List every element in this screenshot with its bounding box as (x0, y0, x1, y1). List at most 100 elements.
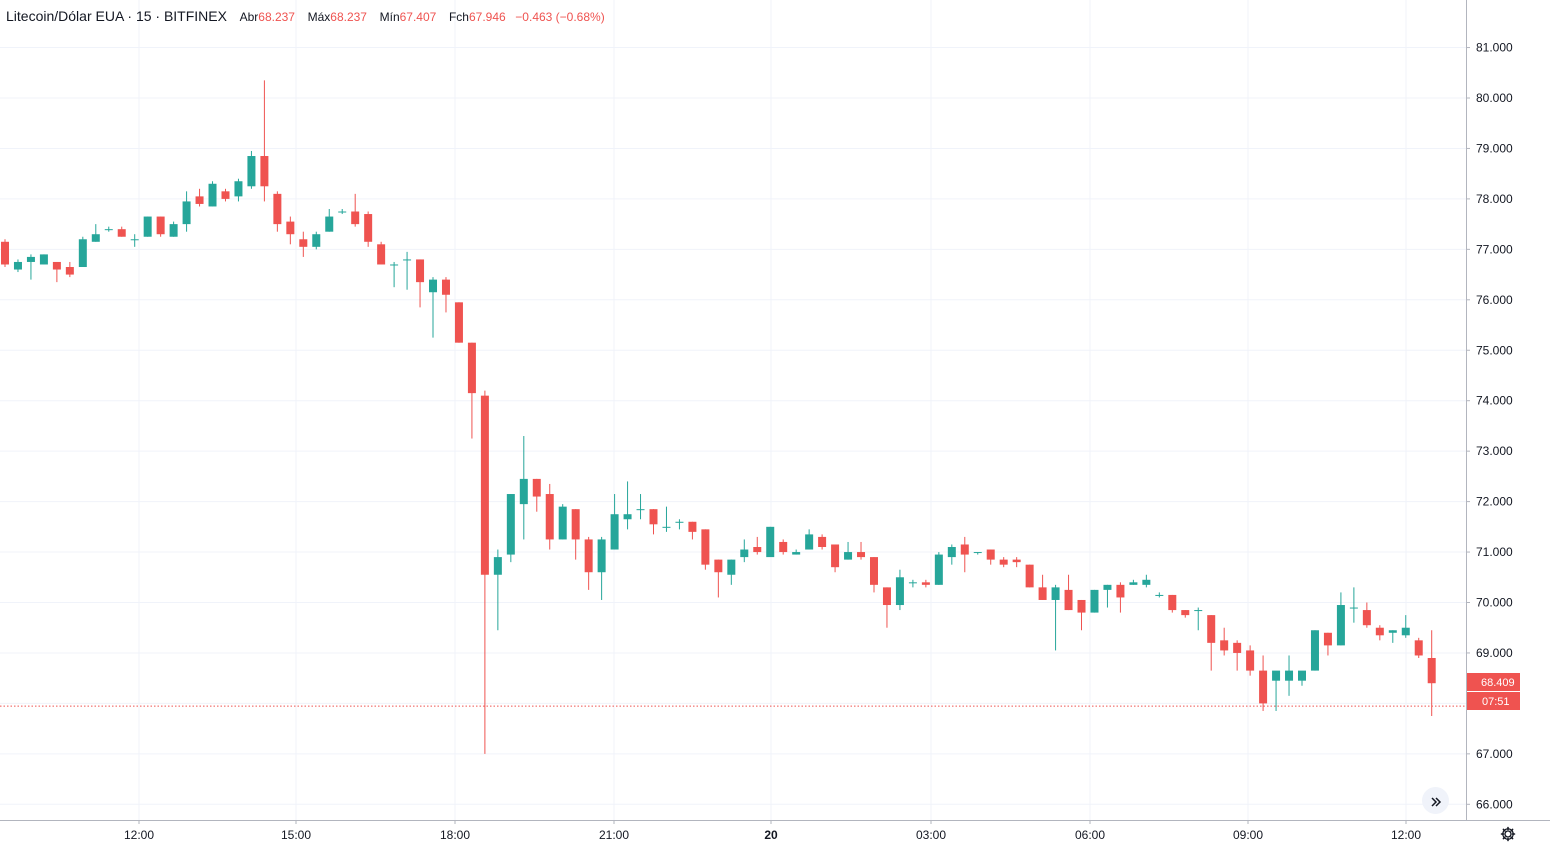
candle (1259, 655, 1268, 711)
candle-body (597, 539, 606, 573)
candle (338, 208, 347, 215)
candle-body (1207, 615, 1216, 643)
chart-legend: Litecoin/Dólar EUA · 15 · BITFINEX Abr68… (6, 8, 605, 24)
candle (869, 557, 878, 593)
candle (1142, 574, 1151, 588)
candle (597, 536, 606, 600)
candle-body (805, 534, 814, 550)
candle-body (286, 221, 295, 235)
candle (727, 559, 736, 585)
time-axis[interactable]: 12:00 15:00 18:00 21:00 20 03:00 06:00 09:00 12:… (124, 820, 1421, 842)
candle (986, 549, 995, 565)
candle (182, 191, 191, 232)
candle-body (1246, 650, 1255, 671)
candle (1220, 627, 1229, 656)
candle (1272, 670, 1281, 711)
candle-body (675, 521, 684, 523)
candle-body (688, 521, 697, 532)
candle (947, 544, 956, 565)
candle (1375, 625, 1384, 641)
scroll-to-realtime-button[interactable] (1422, 787, 1449, 814)
candle-body (325, 216, 334, 232)
candle-body (195, 196, 204, 204)
candle (506, 494, 515, 563)
candle (558, 504, 567, 540)
candle-body (1285, 670, 1294, 681)
candle-body (467, 342, 476, 394)
close-value: 67.946 (468, 10, 506, 24)
x-tick-label: 20 (764, 828, 778, 842)
candle-body (312, 234, 321, 247)
candle-body (869, 557, 878, 585)
candle-body (1051, 587, 1060, 600)
candle-body (1129, 582, 1138, 585)
candle (1155, 592, 1164, 598)
candle-body (1194, 610, 1203, 612)
candle (416, 259, 425, 308)
candle-body (831, 544, 840, 568)
candle-body (857, 552, 866, 558)
price-tag: 68.409 (1467, 673, 1520, 691)
candle (1038, 574, 1047, 600)
candle-body (610, 514, 619, 550)
y-tick-label: 70.000 (1476, 596, 1513, 610)
close-label: Fch (448, 10, 469, 24)
candle (610, 494, 619, 550)
candle-body (1064, 589, 1073, 611)
gear-icon (1500, 826, 1516, 842)
candle-body (558, 506, 567, 540)
candle-body (1155, 594, 1164, 596)
candle (1323, 632, 1332, 656)
candle-body (1012, 559, 1021, 563)
y-tick-label: 78.000 (1476, 192, 1513, 206)
candle (78, 236, 87, 268)
candle (675, 519, 684, 530)
candle-body (182, 201, 191, 225)
candle (857, 541, 866, 560)
candle (921, 579, 930, 588)
candle-body (1427, 657, 1436, 684)
symbol-title[interactable]: Litecoin/Dólar EUA · 15 · BITFINEX (6, 8, 227, 24)
candle-body (1272, 670, 1281, 681)
candle-body (895, 577, 904, 606)
candle (1233, 640, 1242, 671)
candle (895, 569, 904, 611)
y-tick-label: 73.000 (1476, 444, 1513, 458)
candle-body (818, 536, 827, 548)
candle-body (766, 526, 775, 558)
candle (117, 226, 126, 237)
candle-body (1336, 605, 1345, 646)
y-tick-label: 74.000 (1476, 394, 1513, 408)
candle-body (143, 216, 152, 237)
candle-body (117, 229, 126, 237)
chart-settings-button[interactable] (1498, 824, 1518, 844)
candle-body (429, 279, 438, 293)
candle (195, 188, 204, 207)
candle-body (377, 244, 386, 265)
candle-body (1116, 584, 1125, 598)
candle (623, 481, 632, 530)
candle-body (947, 547, 956, 558)
candle-body (921, 582, 930, 585)
candle-body (623, 514, 632, 520)
candle (908, 579, 917, 588)
candle-body (1401, 627, 1410, 636)
candle (1388, 630, 1397, 643)
candle-body (13, 261, 22, 270)
candle-body (1349, 607, 1358, 609)
candle (467, 342, 476, 439)
candle (1012, 557, 1021, 568)
candle-body (130, 239, 139, 241)
candle-body (1323, 632, 1332, 646)
candle-body (441, 279, 450, 295)
candle-body (1414, 640, 1423, 656)
x-tick-label: 03:00 (916, 828, 946, 842)
candle (1194, 607, 1203, 631)
double-chevron-right-icon (1430, 797, 1441, 807)
candle (1064, 574, 1073, 611)
candle-body (1259, 670, 1268, 704)
high-value: 68.237 (330, 10, 367, 24)
candle (1181, 610, 1190, 618)
